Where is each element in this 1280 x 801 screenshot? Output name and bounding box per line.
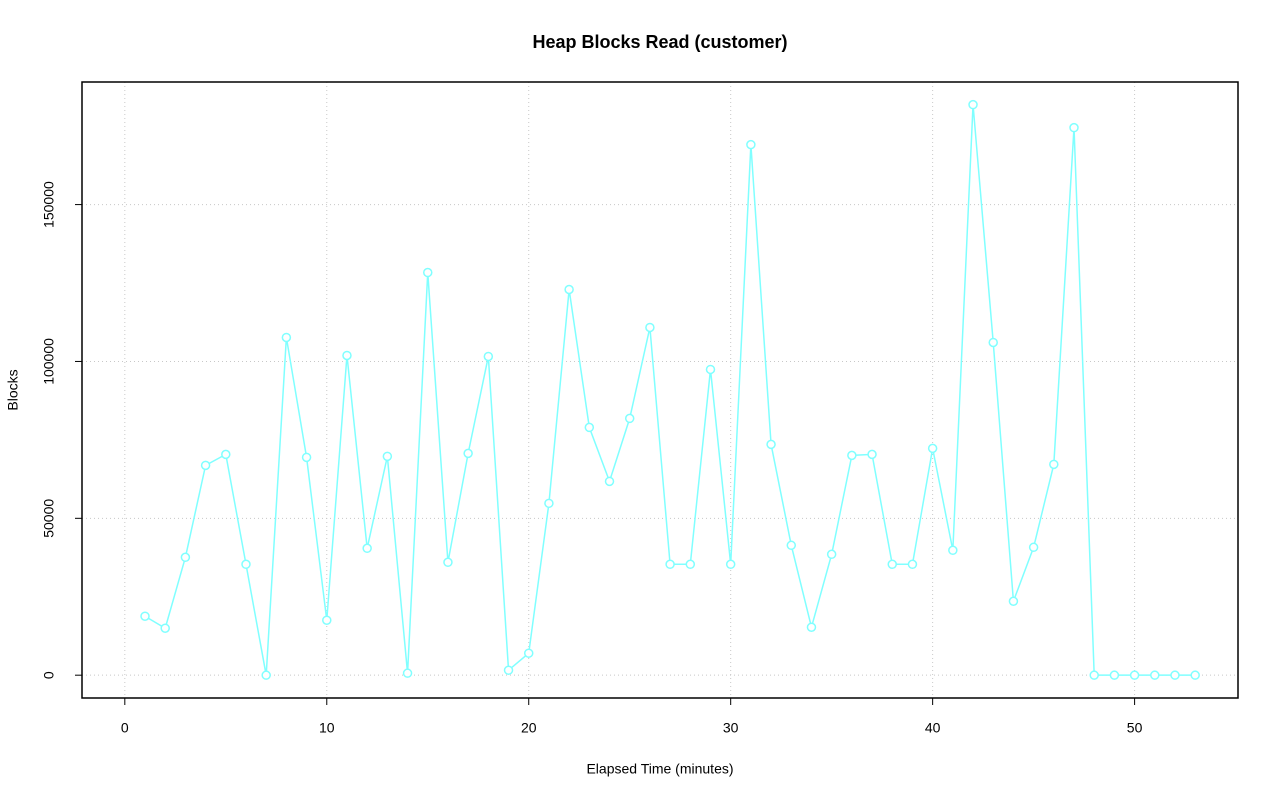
data-point [988, 337, 998, 348]
data-point [463, 448, 473, 459]
data-point [645, 322, 655, 333]
data-point [1049, 459, 1059, 470]
data-point [887, 559, 898, 570]
data-line [144, 104, 1196, 676]
y-tick-label: 0 [41, 671, 57, 679]
data-point [200, 460, 211, 471]
data-point [402, 668, 413, 678]
y-tick-label: 50000 [41, 499, 57, 538]
data-point [483, 351, 494, 362]
data-point [342, 350, 352, 361]
data-point [725, 559, 736, 570]
data-point [806, 622, 817, 632]
data-point [927, 443, 938, 454]
data-point [281, 332, 292, 343]
data-point [301, 452, 312, 463]
x-tick-label: 40 [925, 720, 941, 736]
data-point [665, 559, 675, 570]
x-tick-label: 10 [319, 720, 335, 736]
data-point [140, 611, 150, 621]
data-point [1069, 122, 1079, 133]
data-point [564, 284, 574, 295]
y-tick-label: 100000 [41, 338, 57, 385]
data-point [261, 670, 271, 680]
data-point [1170, 670, 1180, 680]
data-point [584, 422, 595, 433]
chart-title: Heap Blocks Read (customer) [532, 32, 787, 52]
data-point [907, 559, 918, 570]
data-point [160, 623, 170, 633]
data-point [786, 540, 797, 551]
data-point [1129, 670, 1140, 680]
data-point [685, 559, 696, 570]
x-tick-label: 20 [521, 720, 537, 736]
data-point [1008, 596, 1019, 606]
x-axis-label: Elapsed Time (minutes) [586, 761, 733, 777]
x-tick-label: 0 [121, 720, 129, 736]
data-point [867, 449, 877, 460]
data-point [503, 665, 514, 675]
data-point [847, 450, 857, 461]
plot-frame [81, 81, 1239, 699]
data-point [1089, 670, 1099, 680]
x-tick-label: 50 [1127, 720, 1143, 736]
data-point [948, 545, 958, 556]
data-point [624, 413, 635, 424]
data-point [523, 648, 534, 658]
data-point [544, 498, 554, 509]
data-point [1150, 670, 1160, 680]
data-point [968, 99, 978, 110]
data-point [362, 543, 372, 554]
data-point [382, 451, 393, 462]
data-point [221, 449, 231, 460]
data-point [1028, 542, 1039, 553]
data-point [322, 615, 332, 625]
data-point [443, 557, 453, 568]
data-point [1109, 670, 1120, 680]
data-point [746, 139, 756, 150]
data-point [1190, 670, 1200, 680]
data-point [705, 364, 716, 375]
data-point [604, 476, 615, 487]
y-axis-label: Blocks [5, 369, 21, 410]
data-point [766, 439, 776, 450]
y-tick-label: 150000 [41, 181, 57, 228]
data-point [826, 549, 837, 560]
x-tick-label: 30 [723, 720, 739, 736]
data-point [241, 559, 251, 570]
data-point [422, 267, 433, 278]
data-point [180, 552, 191, 563]
